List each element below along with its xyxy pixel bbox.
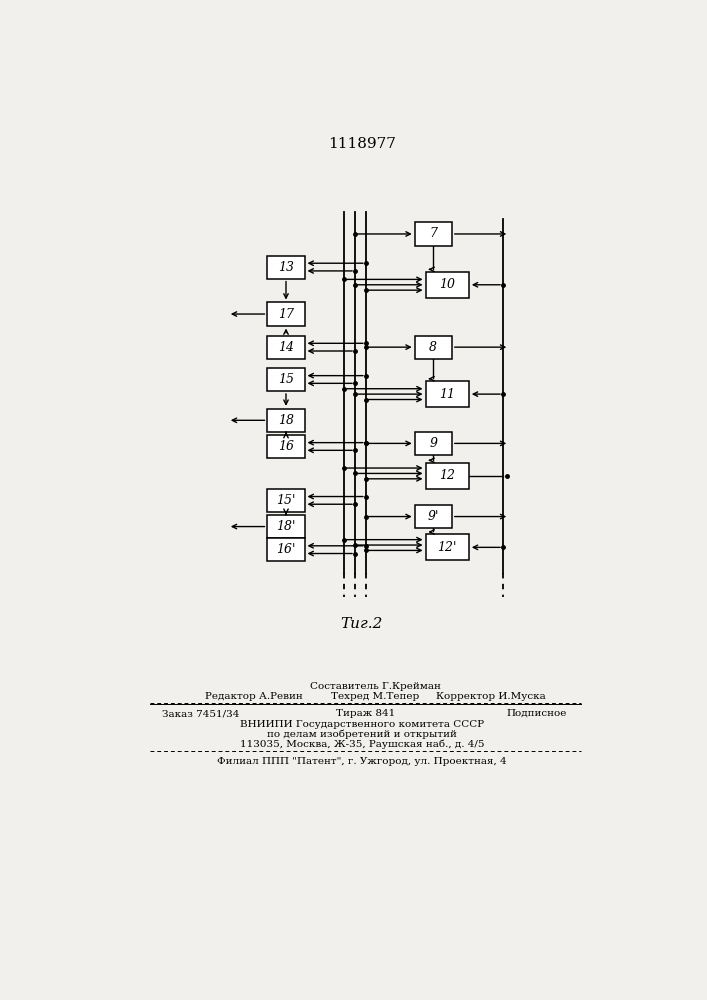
Text: 113035, Москва, Ж-35, Раушская наб., д. 4/5: 113035, Москва, Ж-35, Раушская наб., д. … [240,740,484,749]
Text: 12: 12 [439,469,455,482]
Text: 7: 7 [429,227,437,240]
Bar [414,336,452,359]
Text: 10: 10 [439,278,455,291]
Text: 9: 9 [429,437,437,450]
Text: 15': 15' [276,494,296,507]
Bar [267,515,305,538]
Text: Редактор А.Ревин: Редактор А.Ревин [204,692,303,701]
Bar [426,272,469,298]
Text: Подписное: Подписное [507,709,567,718]
Text: по делам изобретений и открытий: по делам изобретений и открытий [267,730,457,739]
Text: 11: 11 [439,388,455,401]
Text: Тираж 841: Тираж 841 [337,709,396,718]
Text: 17: 17 [278,308,294,321]
Text: Τиг.2: Τиг.2 [341,617,383,631]
Bar [426,463,469,489]
Bar [426,381,469,407]
Text: 9': 9' [428,510,439,523]
Text: 16': 16' [276,543,296,556]
Text: Корректор И.Муска: Корректор И.Муска [436,692,546,701]
Text: 8: 8 [429,341,437,354]
Bar [267,409,305,432]
Text: ВНИИПИ Государственного комитета СССР: ВНИИПИ Государственного комитета СССР [240,720,484,729]
Text: 1118977: 1118977 [328,137,396,151]
Bar [267,489,305,512]
Text: Филиал ППП "Патент", г. Ужгород, ул. Проектная, 4: Филиал ППП "Патент", г. Ужгород, ул. Про… [217,757,507,766]
Text: 12': 12' [438,541,457,554]
Bar [414,432,452,455]
Text: 13: 13 [278,261,294,274]
Text: Техред М.Тепер: Техред М.Тепер [331,692,419,701]
Bar [267,435,305,458]
Bar [267,368,305,391]
Bar [267,336,305,359]
Text: Заказ 7451/34: Заказ 7451/34 [162,709,240,718]
Text: 15: 15 [278,373,294,386]
Text: 14: 14 [278,341,294,354]
Bar [267,256,305,279]
Text: 18': 18' [276,520,296,533]
Text: 16: 16 [278,440,294,453]
Bar [414,222,452,246]
Text: Составитель Г.Крейман: Составитель Г.Крейман [310,682,440,691]
Bar [414,505,452,528]
Bar [426,534,469,560]
Text: 18: 18 [278,414,294,427]
Bar [267,302,305,326]
Bar [267,538,305,561]
